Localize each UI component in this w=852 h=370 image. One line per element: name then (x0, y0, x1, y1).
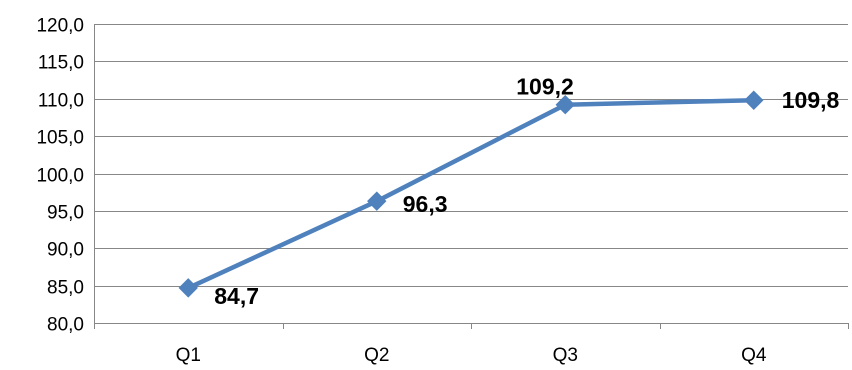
data-label: 109,8 (782, 87, 840, 113)
marker-layer (178, 90, 764, 298)
data-label-layer: 84,7 96,3 109,2 109,8 (214, 74, 839, 309)
series-layer (186, 97, 757, 291)
y-tick-label: 90,0 (47, 240, 84, 261)
x-tick-label: Q1 (176, 345, 201, 366)
y-tick-label: 100,0 (36, 166, 84, 187)
data-label: 96,3 (403, 191, 448, 217)
grid-layer (94, 24, 848, 287)
series-line (186, 97, 757, 291)
y-tick-label: 105,0 (36, 128, 84, 149)
y-tick-labels: 80,0 85,0 90,0 95,0 100,0 105,0 110,0 115,0 120,… (36, 16, 84, 336)
y-tick-label: 95,0 (47, 203, 84, 224)
x-tick-label: Q4 (741, 345, 767, 366)
y-tick-label: 110,0 (38, 91, 84, 112)
x-tick-label: Q2 (364, 345, 389, 366)
y-tick-label: 85,0 (47, 278, 84, 299)
data-point-marker (367, 191, 387, 211)
y-tick-label: 120,0 (36, 16, 84, 37)
x-tick-label: Q3 (553, 345, 578, 366)
y-tick-label: 115,0 (38, 53, 84, 74)
axis-layer (94, 24, 849, 329)
data-point-marker (744, 90, 764, 110)
data-point-marker (555, 95, 575, 115)
data-point-marker (178, 278, 198, 298)
x-tick-labels: Q1 Q2 Q3 Q4 (176, 345, 767, 366)
data-label: 109,2 (516, 74, 574, 100)
data-label: 84,7 (214, 283, 259, 309)
y-tick-label: 80,0 (47, 315, 84, 336)
